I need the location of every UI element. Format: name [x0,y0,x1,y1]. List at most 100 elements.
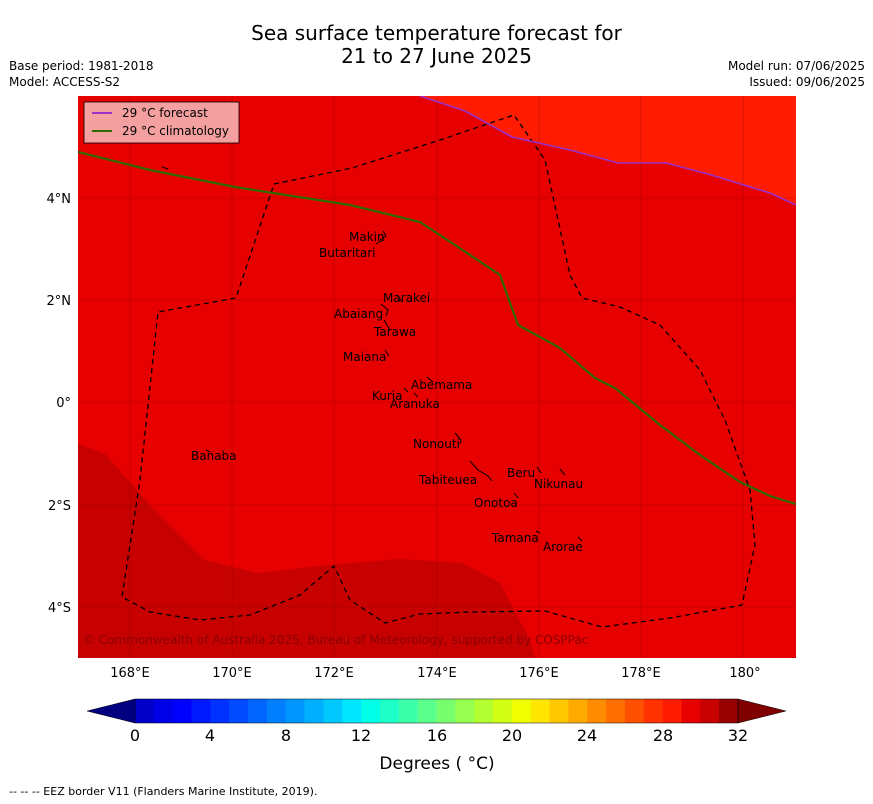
label-maiana: Maiana [343,350,386,364]
lon-labels: 168°E 170°E 172°E 174°E 176°E 178°E 180° [110,666,760,681]
colorbar-cell [493,699,513,723]
colorbar-cell [511,699,532,723]
model-run: Model run: 07/06/2025 [727,59,865,73]
colorbar-cell [153,699,174,723]
label-abaiang: Abaiang [334,307,383,321]
colorbar-tick: 24 [577,726,597,745]
lat-label: 4°N [47,192,72,207]
title-line-2: 21 to 27 June 2025 [341,44,532,68]
colorbar [86,698,787,724]
lon-label: 168°E [110,666,150,681]
colorbar-tick: 28 [653,726,673,745]
label-kuria: Kuria [372,389,403,403]
lon-label: 170°E [212,666,252,681]
model-name: Model: ACCESS-S2 [9,75,121,89]
colorbar-tick: 20 [502,726,522,745]
colorbar-tick: 16 [427,726,447,745]
sst-region-28-29 [420,96,796,205]
colorbar-cell [455,699,475,723]
forecast-29c-contour [419,96,796,206]
label-makin: Makin [349,230,385,244]
colorbar-cell [587,699,607,723]
eez-border [121,114,756,628]
colorbar-cell [417,699,437,723]
label-onotoa: Onotoa [474,496,518,510]
colorbar-cell [474,699,494,723]
lat-label: 0° [56,396,71,411]
colorbar-cell [379,699,400,723]
label-tarawa: Tarawa [373,325,416,339]
label-arorae: Arorae [543,540,583,554]
copyright-notice: © Commonwealth of Australia 2025, Bureau… [83,633,588,647]
label-abemama: Abemama [411,378,472,392]
lat-label: 2°N [47,294,72,309]
colorbar-label: Degrees ( °C) [379,754,494,774]
colorbar-cell [624,699,645,723]
title-line-1: Sea surface temperature forecast for [251,21,622,45]
lon-label: 174°E [417,666,457,681]
colorbar-cell [662,699,682,723]
colorbar-tick: 32 [728,726,748,745]
eez-footnote: -- -- -- EEZ border V11 (Flanders Marine… [9,785,318,798]
colorbar-tick: 12 [351,726,371,745]
colorbar-ticks: 0 4 8 12 16 20 24 28 32 [130,726,748,745]
label-marakei: Marakei [383,291,430,305]
colorbar-tick: 4 [205,726,215,745]
colorbar-cell [172,699,192,723]
map-legend: 29 °C forecast 29 °C climatology [83,101,240,144]
colorbar-over-arrow [737,698,787,724]
colorbar-cell [248,699,268,723]
colorbar-cell [643,699,664,723]
colorbar-tick: 8 [281,726,291,745]
climatology-29c-contour [78,150,796,506]
lat-labels: 4°N 2°N 0° 2°S 4°S [47,192,72,616]
graticule [78,96,796,658]
colorbar-under-arrow [86,698,136,724]
colorbar-cell [191,699,211,723]
legend-forecast-label: 29 °C forecast [122,106,208,120]
lon-label: 172°E [314,666,354,681]
meta-right: Model run: 07/06/2025 Issued: 09/06/2025 [728,58,865,90]
colorbar-cell [398,699,419,723]
label-tamana: Tamana [491,531,539,545]
colorbar-cell [530,699,550,723]
colorbar-cell [323,699,343,723]
chart-title: Sea surface temperature forecast for 21 … [0,22,873,68]
legend-box [83,101,240,144]
colorbar-cell [681,699,701,723]
issued-date: Issued: 09/06/2025 [749,75,865,89]
colorbar-cell [549,699,569,723]
label-butaritari: Butaritari [319,246,376,260]
colorbar-cells [135,699,739,723]
map-panel: Makin Butaritari Marakei Abaiang Tarawa … [78,96,796,658]
label-nonouti: Nonouti [413,437,460,451]
meta-left: Base period: 1981-2018 Model: ACCESS-S2 [9,58,154,90]
colorbar-cell [361,699,381,723]
colorbar-cell [700,699,720,723]
label-beru: Beru [507,466,535,480]
colorbar-cell [266,699,287,723]
lat-label: 4°S [48,601,71,616]
place-labels: Makin Butaritari Marakei Abaiang Tarawa … [191,230,583,554]
label-banaba: Banaba [191,449,237,463]
colorbar-cell [568,699,588,723]
colorbar-cell [342,699,362,723]
colorbar-cell [285,699,305,723]
legend-climatology-label: 29 °C climatology [122,124,229,138]
colorbar-cell [606,699,626,723]
colorbar-cell [719,699,739,723]
lat-label: 2°S [48,499,71,514]
label-aranuka: Aranuka [390,397,440,411]
lon-label: 180° [729,666,760,681]
sst-region-30-31 [78,444,535,658]
label-tabiteuea: Tabiteuea [418,473,477,487]
colorbar-cell [229,699,249,723]
lon-label: 178°E [621,666,661,681]
colorbar-cell [304,699,324,723]
colorbar-cell [135,699,155,723]
colorbar-frame [134,698,739,724]
colorbar-cell [210,699,230,723]
label-nikunau: Nikunau [534,477,583,491]
colorbar-tick: 0 [130,726,140,745]
